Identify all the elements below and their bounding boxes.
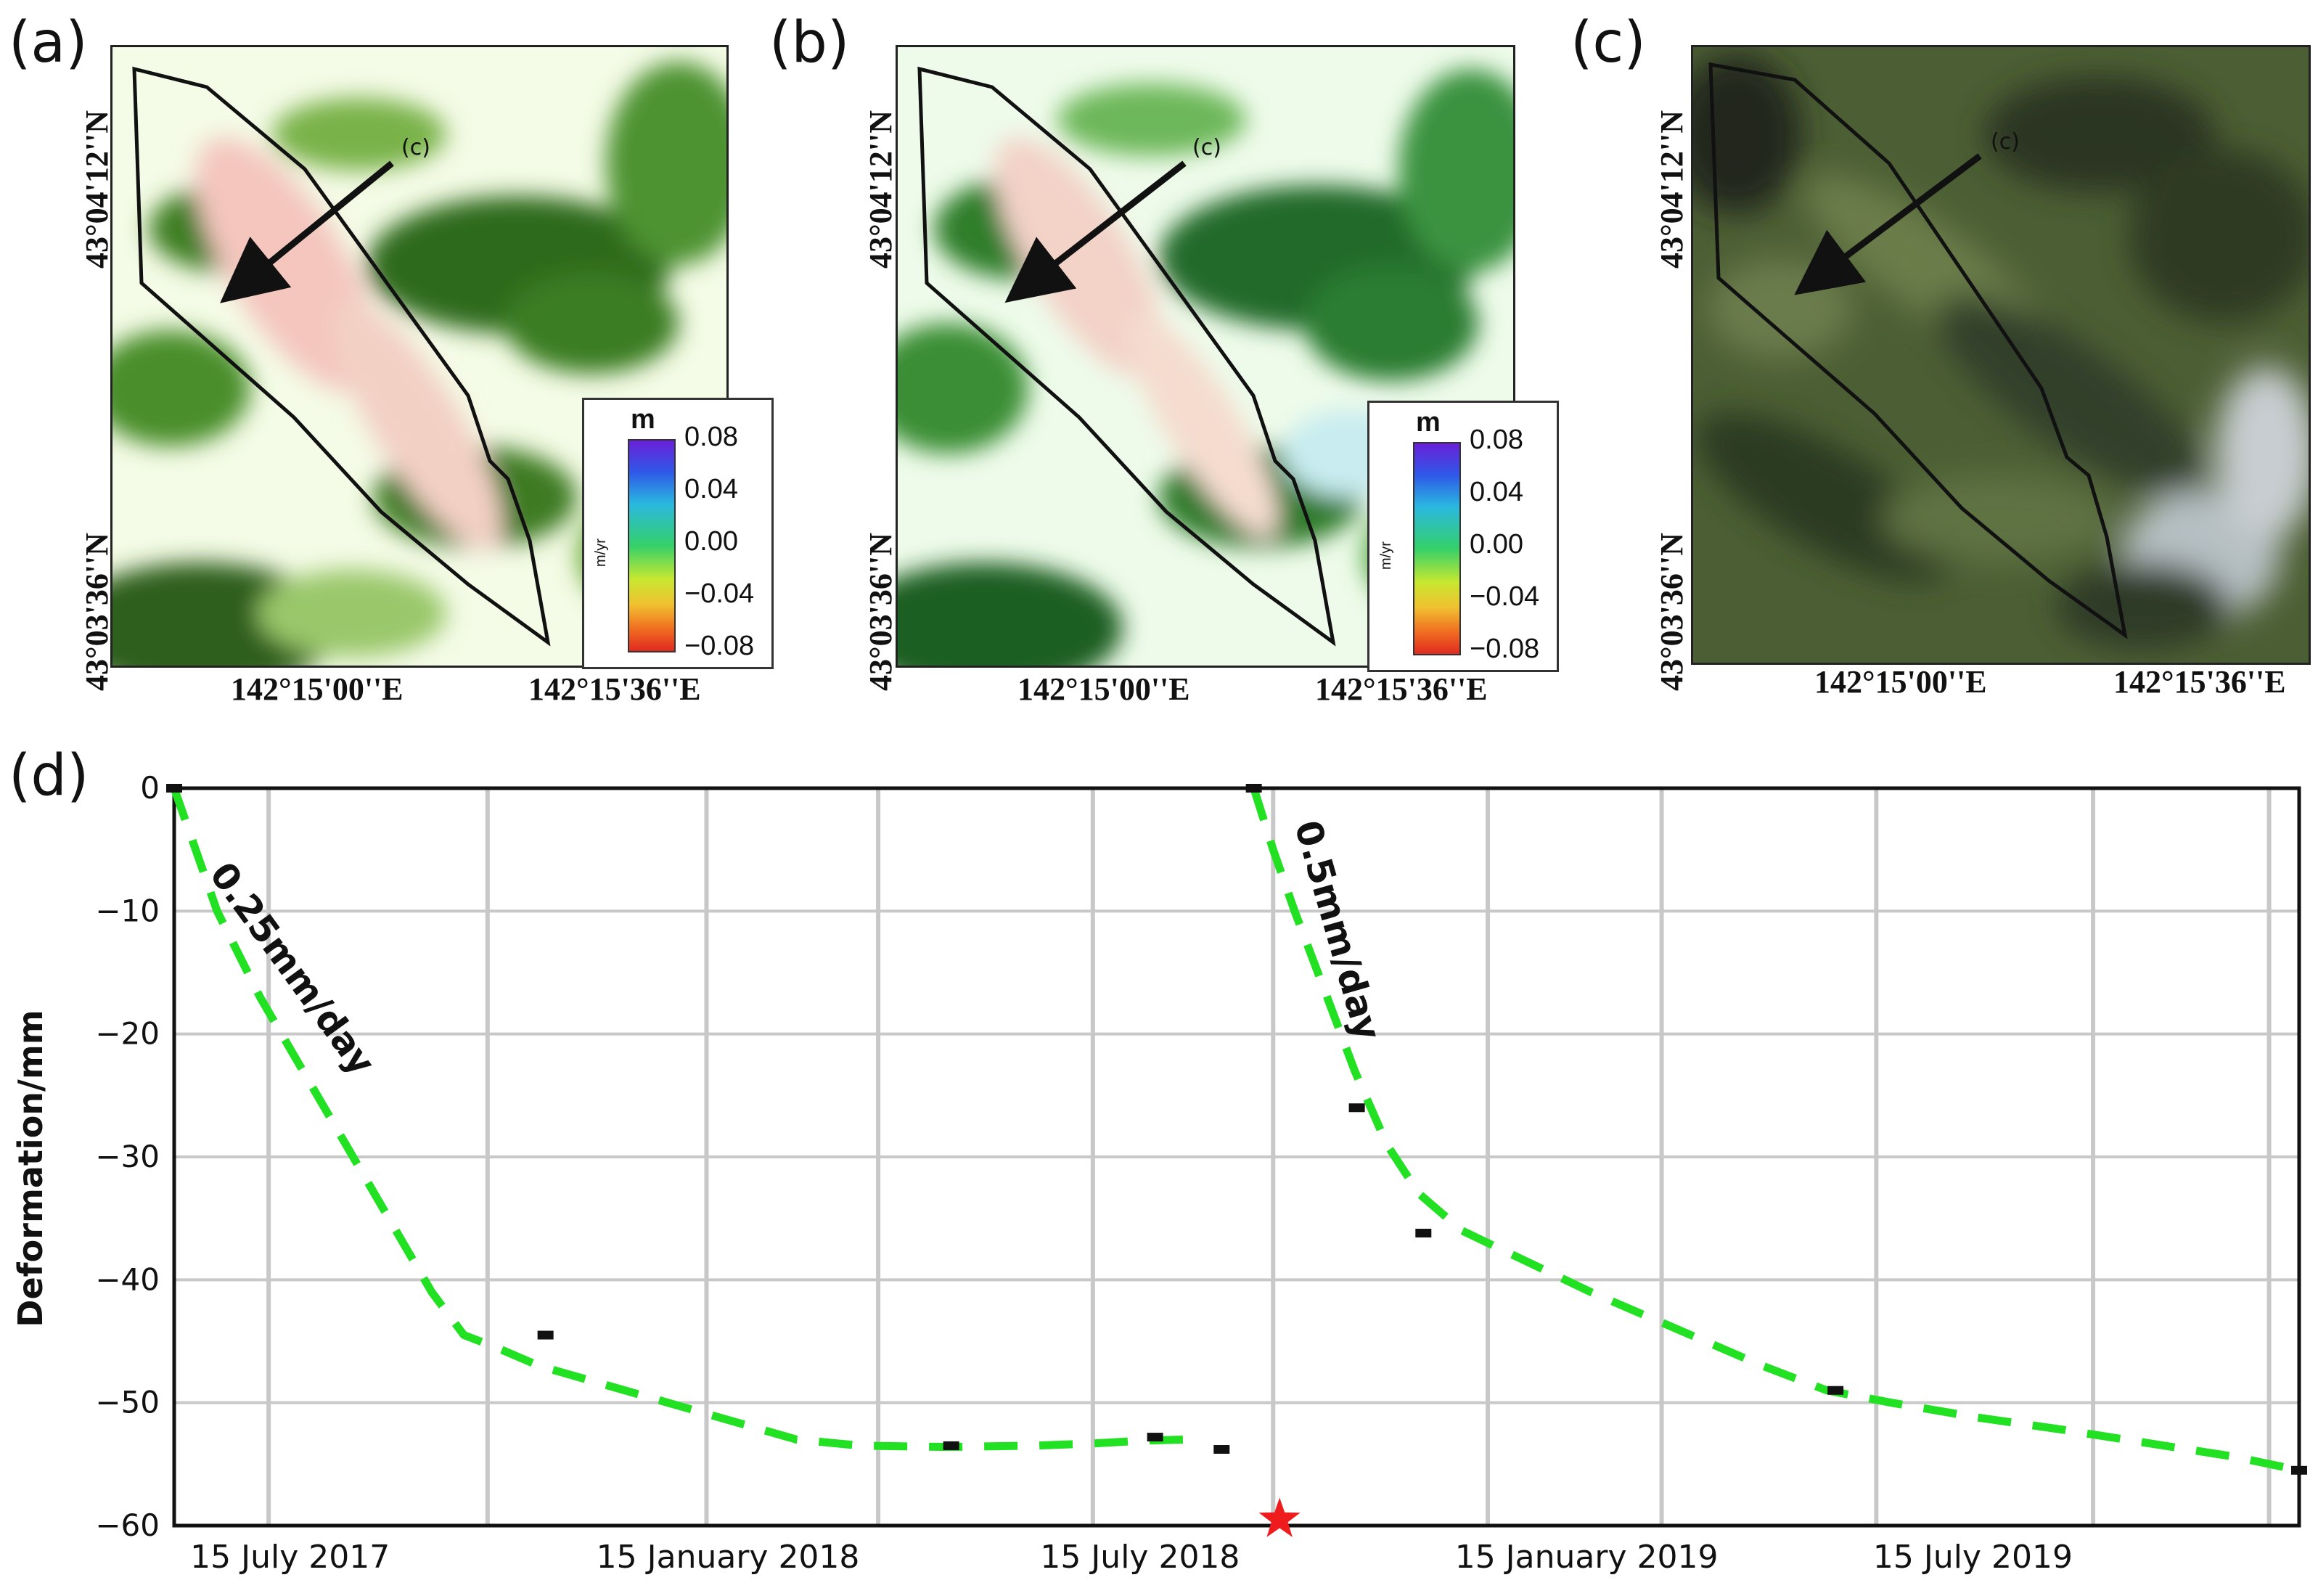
panel-c-optical-image: (c) <box>1693 47 2309 663</box>
panel-a-lon-left: 142°15'00''E <box>231 671 404 707</box>
panel-b-lat-bottom: 43°03'36''N <box>863 532 898 691</box>
x-tick-label: 15 July 2018 <box>1040 1539 1240 1576</box>
panel-a-legend-rate: m/yr <box>593 539 609 567</box>
panel-c-marker-label: (c) <box>1991 129 2020 155</box>
observation-point <box>1827 1386 1844 1395</box>
panel-a-marker-label: (c) <box>401 135 430 160</box>
observation-point <box>1213 1445 1230 1454</box>
panel-a-legend: m m/yr 0.08 0.04 0.00 −0.04 −0.08 <box>582 398 774 669</box>
panel-a-label: (a) <box>9 10 88 75</box>
y-tick-label: 0 <box>140 770 160 806</box>
panel-a-legend-tick: −0.04 <box>684 578 755 609</box>
y-axis-label: Deformation/mm <box>11 1010 50 1327</box>
panel-b-lon-left: 142°15'00''E <box>1017 671 1190 707</box>
observation-point <box>1348 1103 1365 1113</box>
panel-a-lat-top: 43°04'12''N <box>79 110 115 269</box>
plot-frame <box>172 786 2301 1528</box>
panel-c-lon-right: 142°15'36''E <box>2113 664 2286 700</box>
panel-a-legend-unit: m <box>631 404 655 435</box>
panel-c-lat-top: 43°04'12''N <box>1654 110 1690 269</box>
panel-a-colorbar <box>628 439 676 652</box>
panel-b-legend-rate: m/yr <box>1378 541 1394 570</box>
panel-c-lon-left: 142°15'00''E <box>1814 664 1987 700</box>
panel-a-arrow <box>220 160 394 303</box>
observation-point <box>166 784 182 793</box>
observation-point <box>537 1330 554 1340</box>
panel-b-legend-tick: 0.08 <box>1470 425 1523 455</box>
x-tick-label: 15 January 2018 <box>597 1539 860 1576</box>
panel-a-landslide-outline <box>132 66 551 647</box>
panel-a-legend-tick: 0.04 <box>684 474 738 504</box>
y-tick-label: −20 <box>95 1016 160 1052</box>
observation-point <box>943 1441 959 1450</box>
panel-d-label: (d) <box>9 743 89 809</box>
deformation-chart: 0 −10 −20 −30 −40 −50 −60 15 July 2017 15 Janua… <box>11 770 2307 1576</box>
panel-c-landslide-outline <box>1708 62 2128 639</box>
x-tick-label: 15 January 2019 <box>1455 1539 1719 1576</box>
panel-a-legend-tick: −0.08 <box>684 631 755 661</box>
panel-b-arrow <box>1004 160 1187 303</box>
y-tick-label: −50 <box>95 1385 160 1420</box>
panel-b-legend-tick: −0.04 <box>1470 581 1540 612</box>
panel-b-marker-label: (c) <box>1192 135 1221 160</box>
y-tick-label: −10 <box>95 893 160 928</box>
panel-a-lon-right: 142°15'36''E <box>528 671 701 707</box>
panel-b-legend-unit: m <box>1416 407 1441 438</box>
event-star-marker <box>1258 1497 1301 1537</box>
x-tick-label: 15 July 2017 <box>190 1539 390 1576</box>
panel-b-legend-tick: −0.08 <box>1470 634 1540 664</box>
panel-a-velocity-map: (c) <box>112 47 726 666</box>
panel-b-colorbar <box>1413 442 1461 655</box>
x-tick-label: 15 July 2019 <box>1873 1539 2073 1576</box>
observation-point <box>1147 1433 1163 1442</box>
panel-a-map: (c) <box>110 45 729 668</box>
rate-label-2: 0.5mm/day <box>1286 816 1389 1045</box>
panel-b-legend: m m/yr 0.08 0.04 0.00 −0.04 −0.08 <box>1367 401 1559 672</box>
observation-point <box>2291 1465 2307 1475</box>
panel-a-lat-bottom: 43°03'36''N <box>79 532 115 691</box>
panel-c-map: (c) <box>1691 45 2311 665</box>
y-tick-label: −40 <box>95 1261 160 1297</box>
panel-b-lon-right: 142°15'36''E <box>1315 671 1488 707</box>
panel-b-landslide-outline <box>917 66 1336 647</box>
y-tick-label: −30 <box>95 1139 160 1174</box>
trend-line-1 <box>170 787 1184 1452</box>
panel-c-arrow <box>1794 153 1982 295</box>
observation-point <box>1415 1228 1432 1237</box>
panel-c-label: (c) <box>1570 10 1646 75</box>
panel-b-label: (b) <box>769 10 850 75</box>
observation-point <box>1245 784 1262 793</box>
panel-a-legend-tick: 0.00 <box>684 526 738 557</box>
panel-b-legend-tick: 0.04 <box>1470 477 1523 507</box>
trend-line-2 <box>1250 787 2301 1475</box>
y-tick-label: −60 <box>95 1507 160 1543</box>
panel-c-lat-bottom: 43°03'36''N <box>1654 532 1690 691</box>
panel-b-lat-top: 43°04'12''N <box>863 110 898 269</box>
panel-b-legend-tick: 0.00 <box>1470 529 1523 560</box>
panel-a-legend-tick: 0.08 <box>684 422 738 452</box>
